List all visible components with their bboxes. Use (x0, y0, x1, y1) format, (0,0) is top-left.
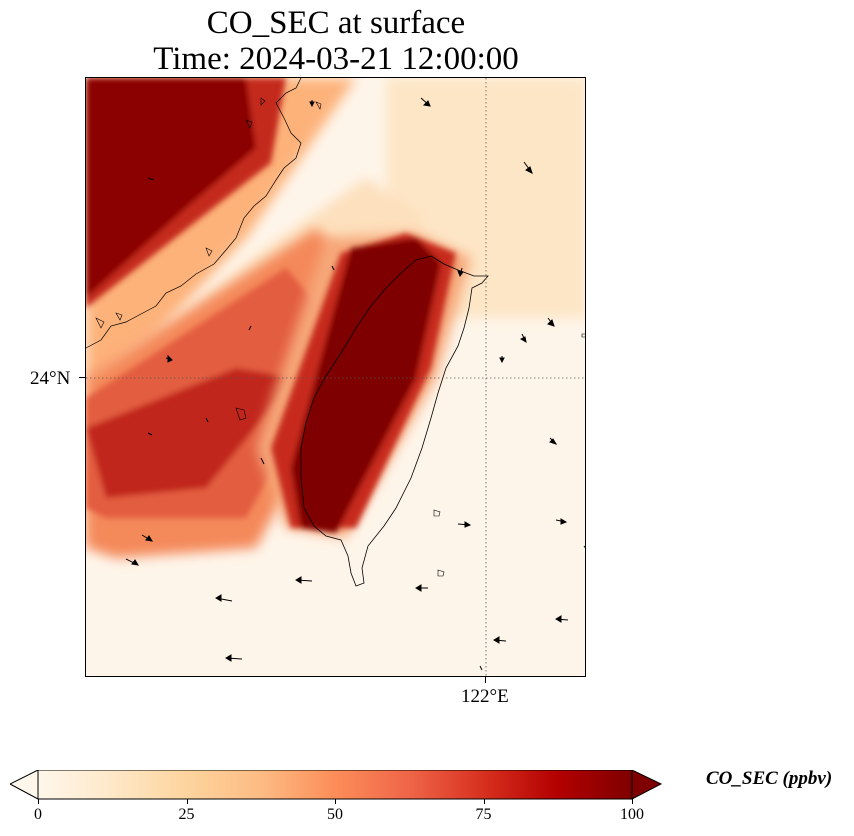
map-title-line2: Time: 2024-03-21 12:00:00 (153, 41, 519, 77)
lon-label-122E: 122°E (461, 686, 509, 707)
wind-arrow (457, 521, 472, 528)
colorbar-tick-label: 0 (34, 806, 42, 823)
wind-arrow (205, 417, 209, 423)
islands-china (95, 97, 585, 577)
wind-arrow (415, 584, 428, 592)
lat-tick-24N (79, 377, 85, 378)
colorbar-tick-label: 100 (620, 806, 644, 823)
wind-arrow (331, 265, 335, 271)
wind-arrow (583, 545, 585, 549)
wind-arrow (225, 654, 243, 662)
coastline-taiwan (300, 255, 489, 587)
wind-vectors (125, 97, 585, 671)
wind-arrow (555, 518, 568, 525)
colorbar-tick-mark (632, 799, 633, 804)
plume-southwest-inner (86, 268, 346, 518)
wind-arrow (309, 100, 315, 108)
colorbar-tick-label: 50 (327, 806, 343, 823)
wind-arrow (499, 356, 505, 364)
wind-arrow (547, 317, 555, 327)
wind-arrow (248, 325, 252, 331)
coastline-china (86, 78, 302, 349)
wind-arrow (555, 615, 569, 623)
lat-label-24N: 24°N (30, 368, 71, 389)
lon-tick-122E (485, 677, 486, 683)
wind-arrow (493, 636, 507, 644)
wind-arrow (549, 437, 558, 445)
plume-taiwan-core (271, 233, 456, 533)
colorbar (10, 770, 662, 800)
map-canvas (86, 78, 585, 676)
wind-arrow (457, 267, 464, 278)
colorbar-tick-mark (38, 799, 39, 804)
wind-arrow (141, 534, 153, 542)
wind-arrow (260, 457, 265, 465)
wind-arrow (479, 665, 483, 671)
colorbar-tick-mark (335, 799, 336, 804)
colorbar-tick-label: 75 (475, 806, 492, 823)
wind-arrow (295, 576, 313, 584)
wind-arrow (523, 161, 533, 174)
wind-arrow (125, 558, 139, 566)
plume-northwest-inner (86, 78, 286, 308)
colorbar-tick-mark (186, 799, 188, 804)
wind-arrow (147, 177, 155, 181)
wind-arrow (519, 333, 527, 344)
wind-arrow (147, 432, 153, 436)
wind-arrow (215, 594, 233, 602)
colorbar-extend-low (10, 770, 39, 800)
colorbar-extend-high (631, 770, 662, 800)
map-panel[interactable] (85, 77, 586, 677)
colorbar-label: CO_SEC (ppbv) (706, 768, 833, 789)
map-title-line1: CO_SEC at surface (206, 5, 466, 41)
colorbar-tick-mark (483, 799, 485, 804)
wind-arrow (420, 97, 431, 107)
wind-arrow (165, 354, 173, 363)
colorbar-tick-label: 25 (178, 806, 195, 823)
colorbar-body (37, 770, 633, 800)
